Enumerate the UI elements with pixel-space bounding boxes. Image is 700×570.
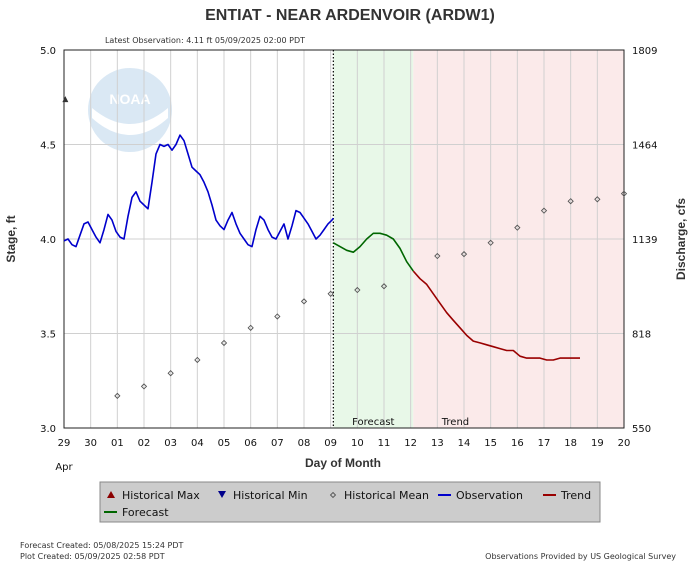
- x-tick-label: 30: [84, 438, 97, 449]
- historical-mean-point: [380, 283, 388, 290]
- series-line-observation: [63, 134, 334, 248]
- x-axis-label: Day of Month: [305, 456, 381, 470]
- provider-credit-text: Observations Provided by US Geological S…: [485, 552, 676, 561]
- legend-label: Historical Mean: [344, 489, 429, 502]
- y-right-tick-label: 1809: [632, 46, 657, 57]
- legend-item: Forecast: [104, 506, 169, 519]
- legend-diamond-icon: [329, 491, 337, 499]
- historical-mean-point: [167, 370, 174, 377]
- plot-created-text: Plot Created: 05/09/2025 02:58 PDT: [20, 552, 165, 561]
- legend-item: Observation: [438, 489, 523, 502]
- latest-observation-text: Latest Observation: 4.11 ft 05/09/2025 0…: [105, 36, 305, 45]
- historical-mean-point: [460, 250, 468, 258]
- series-line-trend: [412, 270, 580, 361]
- legend-label: Observation: [456, 489, 523, 502]
- legend-item: Historical Min: [218, 489, 308, 502]
- historical-mean-point: [247, 324, 254, 331]
- legend: Historical Max Historical Min Historical M…: [99, 481, 601, 523]
- legend-item: Historical Max: [107, 489, 200, 502]
- x-month-label: Apr: [55, 462, 73, 473]
- historical-max-point: [62, 96, 69, 103]
- y-left-tick-label: 3.5: [40, 330, 56, 341]
- y-axis-right-label: Discharge, cfs: [674, 198, 688, 280]
- x-tick-label: 13: [431, 438, 444, 449]
- x-tick-label: 09: [324, 438, 337, 449]
- historical-mean-point: [540, 207, 548, 214]
- x-tick-label: 04: [191, 438, 204, 449]
- noaa-logo-wave: [92, 108, 168, 135]
- band-label-forecast: Forecast: [352, 417, 394, 428]
- historical-mean-point: [327, 290, 334, 297]
- y-right-tick-label: 1464: [632, 141, 657, 152]
- legend-item: Historical Mean: [329, 489, 429, 502]
- forecast-created-text: Forecast Created: 05/08/2025 15:24 PDT: [20, 541, 184, 550]
- legend-box: [99, 481, 601, 523]
- historical-mean-point: [487, 239, 494, 246]
- historical-mean-point: [194, 356, 201, 364]
- x-tick-label: 20: [618, 438, 631, 449]
- x-tick-label: 16: [511, 438, 524, 449]
- historical-mean-point: [354, 286, 361, 294]
- x-tick-label: 29: [58, 438, 71, 449]
- x-tick-label: 02: [138, 438, 151, 449]
- historical-mean-point: [434, 252, 441, 260]
- x-tick-label: 10: [351, 438, 364, 449]
- historical-mean-point: [514, 224, 521, 231]
- noaa-logo-text: NOAA: [109, 91, 150, 107]
- legend-triangle-up-icon: [107, 491, 115, 498]
- legend-label: Trend: [560, 489, 591, 502]
- series-line-forecast: [332, 232, 414, 272]
- x-tick-label: 15: [484, 438, 497, 449]
- legend-label: Historical Max: [122, 489, 200, 502]
- historical-mean-point: [300, 298, 308, 305]
- plot-area: NOAA Forecast Trend 29 30 01 02 03 04 05 06 07 08 09 1…: [40, 46, 657, 449]
- noaa-logo: NOAA: [88, 68, 172, 152]
- x-tick-label: 17: [538, 438, 551, 449]
- x-tick-label: 06: [244, 438, 257, 449]
- historical-mean-point: [274, 313, 281, 320]
- y-axis-left-label: Stage, ft: [4, 215, 18, 262]
- legend-triangle-down-icon: [218, 491, 226, 498]
- historical-mean-point: [114, 392, 121, 400]
- plot-frame: [63, 49, 625, 429]
- x-tick-label: 01: [111, 438, 124, 449]
- historical-mean-point: [594, 196, 601, 203]
- x-tick-label: 11: [378, 438, 391, 449]
- x-tick-label: 18: [564, 438, 577, 449]
- x-tick-label: 12: [404, 438, 417, 449]
- historical-mean-point: [567, 198, 574, 205]
- noaa-logo-circle: [88, 68, 172, 152]
- y-left-tick-label: 3.0: [40, 424, 56, 435]
- y-left-tick-label: 5.0: [40, 46, 56, 57]
- band-label-trend: Trend: [441, 417, 469, 428]
- x-tick-label: 05: [218, 438, 231, 449]
- legend-item: Trend: [543, 489, 591, 502]
- historical-mean-point: [620, 190, 628, 197]
- x-tick-label: 07: [271, 438, 284, 449]
- historical-mean-point: [220, 339, 228, 347]
- legend-label: Forecast: [122, 506, 169, 519]
- historical-mean-point: [140, 383, 148, 390]
- x-tick-label: 19: [591, 438, 604, 449]
- x-tick-label: 08: [298, 438, 311, 449]
- y-left-tick-label: 4.5: [40, 141, 56, 152]
- x-tick-label: 03: [164, 438, 177, 449]
- legend-label: Historical Min: [233, 489, 308, 502]
- y-right-tick-label: 1139: [632, 235, 657, 246]
- x-tick-label: 14: [458, 438, 471, 449]
- y-left-tick-label: 4.0: [40, 235, 56, 246]
- y-right-tick-label: 550: [632, 424, 651, 435]
- chart-title: ENTIAT - NEAR ARDENVOIR (ARDW1): [205, 7, 495, 24]
- y-right-tick-label: 818: [632, 330, 651, 341]
